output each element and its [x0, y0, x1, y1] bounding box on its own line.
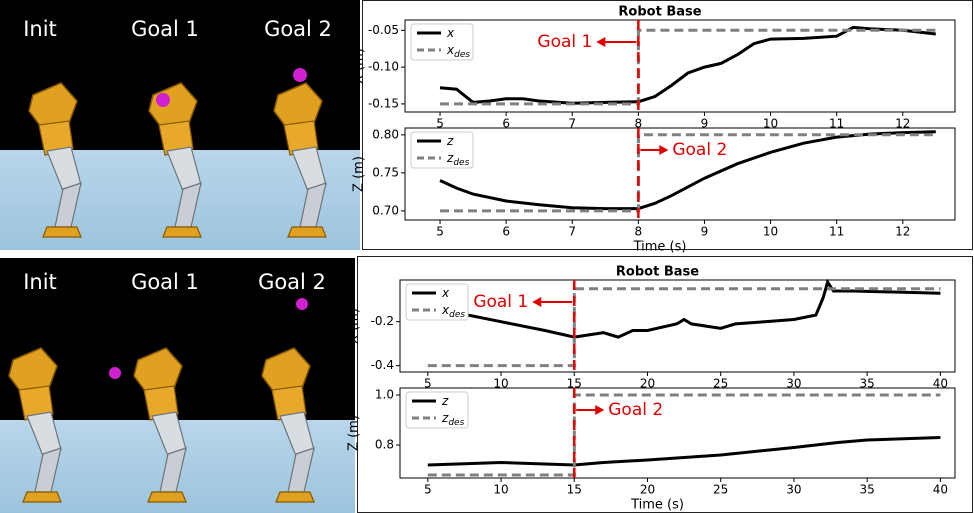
series-line: [440, 28, 936, 106]
x-tick-label: 5: [424, 483, 432, 497]
legend-label: z: [446, 134, 454, 148]
x-tick-label: 11: [829, 225, 844, 239]
annotation: Goal 2: [608, 400, 663, 420]
annotation: Goal 1: [473, 292, 528, 312]
x-tick-label: 20: [640, 377, 655, 391]
x-tick-label: 10: [493, 377, 508, 391]
legend-label: z_des: [446, 151, 470, 168]
series-line: [427, 436, 941, 467]
x-tick-label: 5: [424, 377, 432, 391]
y-tick-label: 0.75: [372, 165, 399, 179]
x-tick-label: 40: [933, 483, 948, 497]
x-tick-label: 8: [635, 117, 643, 131]
annotation-arrowhead: [596, 37, 606, 47]
legend-label: z_des: [441, 411, 465, 428]
goal-ball: [109, 367, 121, 379]
x-tick-label: 30: [786, 483, 801, 497]
y-tick-label: -0.15: [368, 96, 399, 110]
x-tick-label: 35: [859, 483, 874, 497]
x-tick-label: 12: [895, 117, 910, 131]
x-tick-label: 35: [859, 377, 874, 391]
goal-ball: [293, 68, 307, 82]
x-axis-label: Time (s): [633, 240, 687, 255]
x-tick-label: 10: [493, 483, 508, 497]
x-tick-label: 7: [568, 117, 576, 131]
goal-ball: [296, 298, 308, 310]
y-tick-label: -0.2: [371, 314, 394, 328]
x-tick-label: 15: [567, 483, 582, 497]
x-axis-label: Time (s): [630, 498, 684, 513]
x-tick-label: 6: [502, 225, 510, 239]
x-tick-label: 20: [640, 483, 655, 497]
image-label: Init: [23, 17, 57, 41]
x-tick-label: 10: [763, 225, 778, 239]
y-tick-label: -0.05: [368, 23, 399, 37]
y-tick-label: 0.8: [375, 438, 394, 452]
annotation: Goal 1: [537, 32, 592, 52]
x-tick-label: 40: [933, 377, 948, 391]
y-tick-label: 1.0: [375, 388, 394, 402]
y-axis-label: X (m): [347, 308, 362, 344]
x-tick-label: 9: [701, 225, 709, 239]
y-axis-label: Z (m): [352, 156, 367, 192]
legend-label: x: [446, 26, 455, 40]
image-label: Goal 1: [131, 270, 199, 294]
series-line: [439, 25, 936, 105]
chart-title: Robot Base: [616, 265, 699, 280]
legend-label: x_des: [446, 43, 470, 60]
y-tick-label: 0.80: [372, 127, 399, 141]
y-tick-label: -0.10: [368, 60, 399, 74]
x-tick-label: 9: [701, 117, 709, 131]
x-tick-label: 5: [436, 117, 444, 131]
image-label: Goal 2: [258, 270, 326, 294]
series-line: [439, 130, 936, 211]
x-tick-label: 7: [568, 225, 576, 239]
y-tick-label: 0.70: [372, 203, 399, 217]
annotation-arrowhead: [659, 145, 669, 155]
legend-label: x: [441, 286, 450, 300]
x-tick-label: 11: [829, 117, 844, 131]
panel-frame: [362, 0, 973, 250]
series-line: [427, 278, 941, 339]
annotation-arrowhead: [595, 405, 605, 415]
image-label: Goal 1: [131, 17, 199, 41]
annotation: Goal 2: [672, 140, 727, 160]
x-tick-label: 5: [436, 225, 444, 239]
goal-ball: [156, 93, 170, 107]
x-tick-label: 12: [895, 225, 910, 239]
y-axis-label: X (m): [352, 48, 367, 84]
x-tick-label: 6: [502, 117, 510, 131]
x-tick-label: 25: [713, 377, 728, 391]
series-line: [427, 287, 941, 368]
x-tick-label: 25: [713, 483, 728, 497]
image-label: Init: [23, 270, 57, 294]
series-line: [427, 393, 941, 477]
y-tick-label: -0.4: [371, 358, 394, 372]
y-axis-label: Z (m): [347, 415, 362, 451]
plot-area: [399, 279, 956, 373]
x-tick-label: 15: [567, 377, 582, 391]
legend-label: z: [441, 394, 449, 408]
plot-area: [404, 127, 956, 221]
x-tick-label: 8: [635, 225, 643, 239]
x-tick-label: 10: [763, 117, 778, 131]
series-line: [440, 133, 936, 213]
plot-area: [404, 19, 956, 113]
chart-title: Robot Base: [618, 5, 701, 20]
annotation-arrowhead: [532, 297, 542, 307]
image-label: Goal 2: [264, 17, 332, 41]
x-tick-label: 30: [786, 377, 801, 391]
legend-label: x_des: [441, 303, 465, 320]
